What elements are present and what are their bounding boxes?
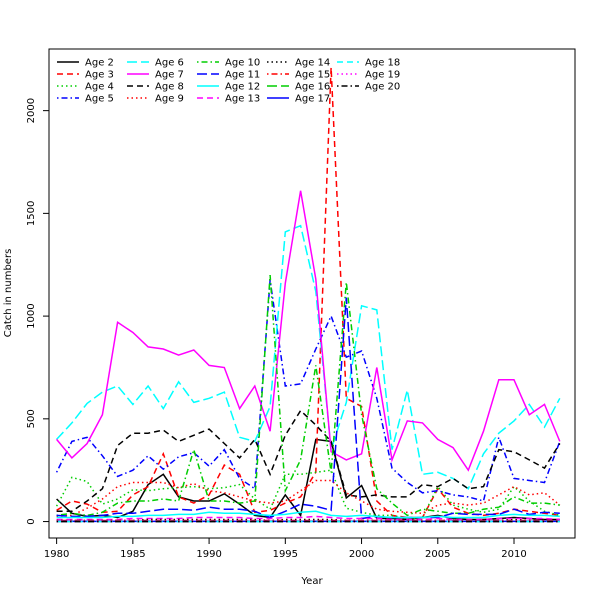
legend-label: Age 10: [225, 58, 260, 69]
y-axis: 0 500 1000 1500 2000: [26, 98, 50, 525]
series-line-age-7: [56, 190, 561, 472]
x-axis: 1980 1985 1990 1995 2000 2005 2010: [44, 537, 527, 560]
legend-label: Age 7: [155, 70, 184, 81]
series-line-age-9: [56, 479, 561, 518]
legend-label: Age 3: [85, 70, 114, 81]
x-tick-label: 1995: [273, 549, 298, 560]
series-line-age-2: [56, 438, 560, 521]
plot-lines: [55, 67, 561, 523]
legend-label: Age 4: [85, 82, 114, 93]
legend-label: Age 9: [155, 94, 184, 105]
legend-label: Age 17: [295, 94, 330, 105]
legend-label: Age 8: [155, 82, 184, 93]
x-tick-label: 1985: [120, 549, 145, 560]
y-tick-label: 500: [26, 409, 37, 428]
legend-label: Age 11: [225, 70, 260, 81]
x-tick-label: 2000: [349, 549, 374, 560]
y-tick-label: 1500: [26, 201, 37, 226]
legend-label: Age 6: [155, 58, 184, 69]
x-tick-label: 2010: [501, 549, 526, 560]
y-axis-label: Catch in numbers: [3, 249, 14, 338]
legend-label: Age 13: [225, 94, 260, 105]
legend-label: Age 16: [295, 82, 330, 93]
legend-label: Age 5: [85, 94, 114, 105]
series-line-age-4: [55, 469, 560, 520]
x-tick-label: 1980: [44, 549, 69, 560]
x-tick-label: 2005: [425, 549, 450, 560]
legend-label: Age 12: [225, 82, 260, 93]
legend-label: Age 2: [85, 58, 114, 69]
y-tick-label: 0: [26, 518, 37, 524]
series-line-age-5: [55, 279, 561, 502]
series-line-age-13: [56, 515, 560, 521]
y-tick-label: 2000: [26, 98, 37, 123]
series-line-age-8: [56, 409, 561, 513]
series-line-age-6: [56, 224, 561, 490]
legend-label: Age 18: [365, 58, 400, 69]
series-line-age-10: [56, 274, 560, 517]
x-axis-label: Year: [300, 576, 323, 587]
legend-label: Age 20: [365, 82, 400, 93]
x-tick-label: 1990: [196, 549, 221, 560]
legend-label: Age 14: [295, 58, 330, 69]
y-tick-label: 1000: [26, 303, 37, 328]
series-line-age-11: [56, 297, 560, 520]
legend-label: Age 19: [365, 70, 400, 81]
legend-label: Age 15: [295, 70, 330, 81]
series-line-age-12: [56, 510, 560, 519]
